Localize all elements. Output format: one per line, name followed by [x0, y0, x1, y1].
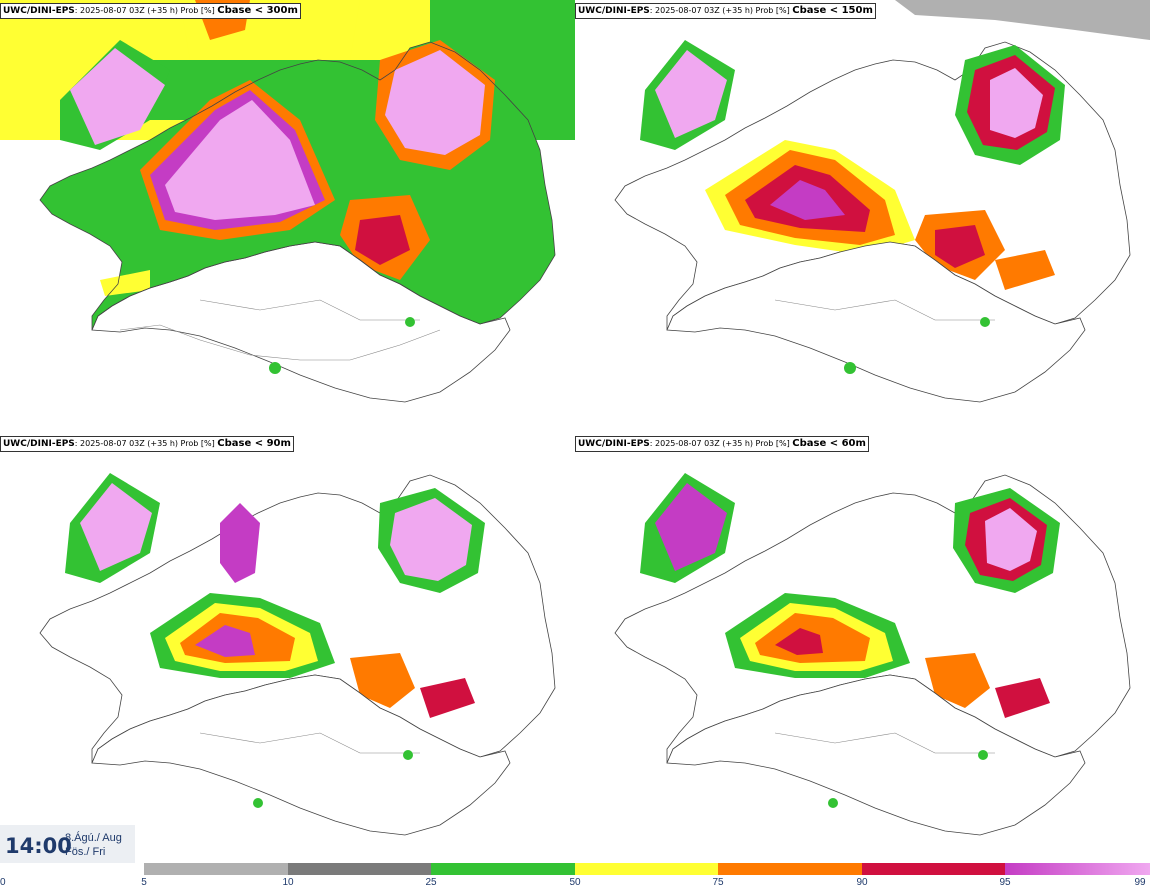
- valid-time: 14:00: [5, 834, 72, 858]
- model-source: UWC/DINI-EPS: [3, 439, 75, 449]
- colorbar-tick: 25: [425, 877, 437, 888]
- probability-map: [0, 0, 575, 403]
- colorbar-tick: 95: [999, 877, 1011, 888]
- colorbar-segment: [862, 863, 1005, 875]
- colorbar-segment: [1005, 863, 1150, 875]
- model-source: UWC/DINI-EPS: [578, 6, 650, 16]
- colorbar-tick: 5: [141, 877, 147, 888]
- colorbar-segment: [288, 863, 431, 875]
- valid-time-box: 14:00 8.Ágú./ Aug Fös./ Fri: [0, 825, 135, 863]
- run-info: : 2025-08-07 03Z (+35 h) Prob [%]: [649, 439, 793, 448]
- probability-map: [614, 0, 1150, 403]
- run-info: : 2025-08-07 03Z (+35 h) Prob [%]: [649, 6, 793, 15]
- date-line: 8.Ágú./ Aug: [65, 832, 122, 844]
- colorbar-tick: 90: [856, 877, 868, 888]
- panel-title: UWC/DINI-EPS: 2025-08-07 03Z (+35 h) Pro…: [575, 3, 876, 19]
- map-panel-cbase-90m: UWC/DINI-EPS: 2025-08-07 03Z (+35 h) Pro…: [0, 433, 575, 863]
- weekday-line: Fös./ Fri: [65, 846, 106, 858]
- colorbar-segment: [575, 863, 718, 875]
- field-name: Cbase < 90m: [217, 438, 291, 449]
- colorbar-tick: 99: [1134, 877, 1146, 888]
- valid-date: 8.Ágú./ Aug Fös./ Fri: [65, 831, 122, 859]
- field-name: Cbase < 300m: [217, 5, 298, 16]
- field-name: Cbase < 60m: [792, 438, 866, 449]
- colorbar-tick: 0: [0, 877, 6, 888]
- colorbar-segment: [431, 863, 575, 875]
- probability-colorbar: [144, 863, 1150, 875]
- colorbar-segment: [144, 863, 288, 875]
- probability-map: [614, 473, 1131, 836]
- colorbar-tick: 50: [569, 877, 581, 888]
- model-source: UWC/DINI-EPS: [3, 6, 75, 16]
- panel-title: UWC/DINI-EPS: 2025-08-07 03Z (+35 h) Pro…: [0, 436, 294, 452]
- probability-map: [39, 473, 556, 836]
- panel-title: UWC/DINI-EPS: 2025-08-07 03Z (+35 h) Pro…: [575, 436, 869, 452]
- colorbar-tick: 10: [282, 877, 294, 888]
- map-panel-cbase-150m: UWC/DINI-EPS: 2025-08-07 03Z (+35 h) Pro…: [575, 0, 1150, 430]
- colorbar-segment: [718, 863, 862, 875]
- map-panel-cbase-300m: UWC/DINI-EPS: 2025-08-07 03Z (+35 h) Pro…: [0, 0, 575, 430]
- run-info: : 2025-08-07 03Z (+35 h) Prob [%]: [74, 439, 218, 448]
- model-source: UWC/DINI-EPS: [578, 439, 650, 449]
- run-info: : 2025-08-07 03Z (+35 h) Prob [%]: [74, 6, 218, 15]
- panel-title: UWC/DINI-EPS: 2025-08-07 03Z (+35 h) Pro…: [0, 3, 301, 19]
- field-name: Cbase < 150m: [792, 5, 873, 16]
- colorbar-tick: 75: [712, 877, 724, 888]
- map-panel-cbase-60m: UWC/DINI-EPS: 2025-08-07 03Z (+35 h) Pro…: [575, 433, 1150, 863]
